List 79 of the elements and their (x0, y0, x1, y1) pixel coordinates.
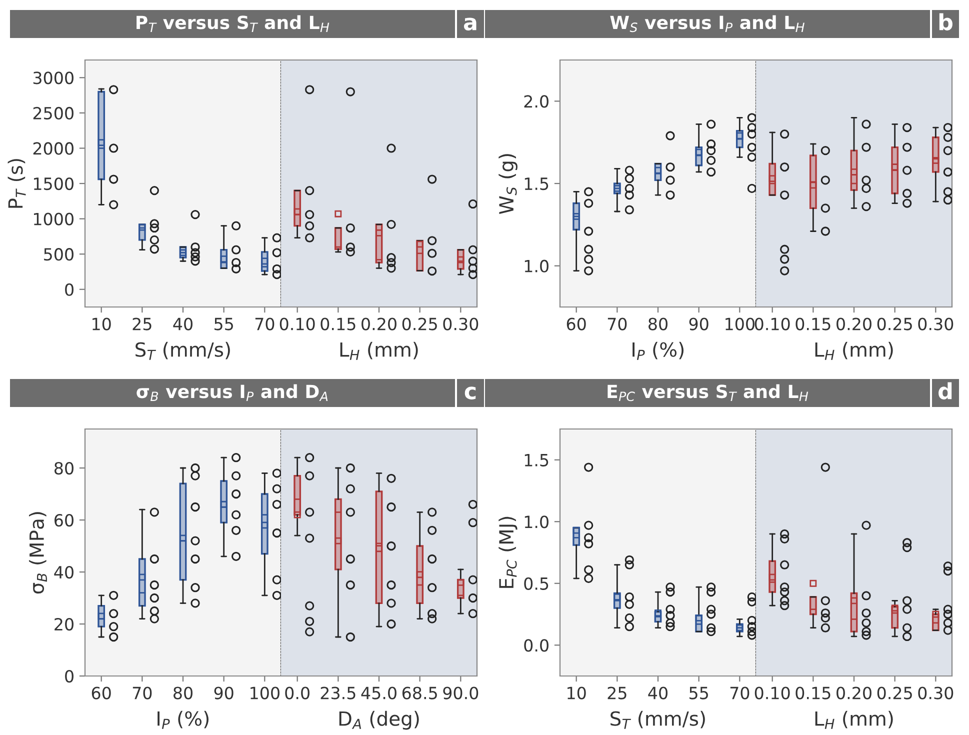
x-tick-label: 70 (730, 686, 750, 700)
y-tick-label: 60 (54, 514, 74, 527)
x-tick-label: 0.25 (877, 686, 912, 700)
y-tick-label: 0.5 (524, 577, 548, 590)
text: a (464, 18, 476, 30)
x-tick-label: 100 (726, 318, 754, 330)
x-tick-label: 55 (690, 686, 708, 700)
text: d (938, 382, 952, 400)
chart-title: E$_{PC}$ versus S$_{T}$ and L$_{H}$ (608, 384, 808, 402)
x-tick-label: 90 (689, 318, 708, 330)
x-tick-label: 80 (648, 318, 668, 330)
x-tick-label: 0.25 (402, 318, 437, 330)
x-axis-title: S$_{T}$ (mm/s) (610, 710, 705, 729)
x-tick-label: 10 (92, 318, 111, 330)
x-tick-label: 70 (608, 318, 627, 330)
y-tick-label: 2.0 (524, 95, 548, 108)
x-tick-label: 68.5 (402, 686, 437, 700)
chart-title: W$_{S}$ versus I$_{P}$ and L$_{H}$ (610, 15, 804, 32)
y-tick-label: 0 (65, 283, 74, 296)
y-tick-label: 1.0 (524, 260, 548, 272)
x-tick-label: 0.15 (320, 318, 356, 330)
x-axis-title: S$_{T}$ (mm/s) (136, 342, 230, 360)
y-tick-label: 0.0 (524, 639, 548, 652)
y-tick-label: 3000 (33, 72, 74, 84)
y-axis-title: σ$_{B}$ (MPa) (29, 512, 47, 594)
chart-title: P$_{T}$ versus S$_{T}$ and L$_{H}$ (136, 15, 330, 32)
x-tick-label: 0.25 (877, 318, 912, 330)
x-tick-label: 45.0 (361, 686, 396, 700)
y-tick-label: 2000 (33, 142, 74, 155)
y-tick-label: 1.5 (524, 454, 548, 466)
x-tick-label: 0.10 (754, 318, 790, 330)
y-tick-label: 1500 (34, 177, 74, 190)
x-tick-label: 0.10 (280, 318, 315, 330)
x-tick-label: 25 (132, 318, 152, 330)
x-tick-label: 0.20 (836, 686, 872, 700)
x-tick-label: 0.30 (918, 686, 954, 700)
x-tick-label: 0.0 (285, 686, 310, 700)
x-axis-title: I$_{P}$ (%) (158, 710, 208, 729)
x-tick-label: 0.10 (754, 686, 790, 700)
x-tick-label: 40 (173, 318, 192, 330)
text: b (939, 13, 952, 30)
y-tick-label: 40 (54, 566, 74, 579)
y-tick-label: 20 (54, 618, 74, 631)
x-tick-label: 90 (214, 686, 234, 700)
x-tick-label: 10 (568, 686, 586, 700)
x-axis-title: I$_{P}$ (%) (632, 342, 684, 360)
x-tick-label: 80 (174, 686, 192, 700)
y-tick-label: 0 (65, 670, 74, 683)
x-tick-label: 0.15 (796, 686, 830, 700)
y-tick-label: 80 (54, 462, 74, 475)
x-axis-title: L$_{H}$ (mm) (340, 342, 418, 360)
x-tick-label: 0.15 (796, 318, 830, 330)
y-tick-label: 500 (44, 248, 74, 261)
x-tick-label: 40 (648, 686, 668, 700)
x-tick-label: 55 (214, 318, 233, 330)
x-axis-title: L$_{H}$ (mm) (815, 342, 893, 360)
x-tick-label: 0.30 (443, 318, 478, 330)
x-tick-label: 23.5 (320, 686, 356, 700)
x-tick-label: 100 (250, 686, 280, 700)
chart-title: σ$_{B}$ versus I$_{P}$ and D$_{A}$ (136, 384, 328, 401)
y-axis-title: E$_{PC}$ (MJ) (498, 516, 518, 588)
y-axis-title: P$_{T}$ (s) (8, 159, 26, 208)
x-tick-label: 60 (92, 686, 111, 700)
x-tick-label: 0.30 (918, 318, 954, 330)
x-tick-label: 25 (608, 686, 626, 700)
y-tick-label: 2500 (33, 106, 74, 120)
x-tick-label: 60 (566, 318, 586, 330)
y-axis-title: W$_{S}$ (g) (498, 154, 518, 214)
x-tick-label: 90.0 (443, 686, 478, 700)
x-tick-label: 70 (132, 686, 152, 700)
x-axis-title: D$_{A}$ (deg) (339, 710, 419, 730)
y-tick-label: 1000 (34, 212, 74, 226)
y-tick-label: 1.5 (524, 178, 548, 190)
x-tick-label: 0.20 (362, 318, 396, 330)
y-tick-label: 1.0 (524, 516, 548, 528)
text: c (464, 386, 476, 400)
x-axis-title: L$_{H}$ (mm) (815, 710, 893, 729)
x-tick-label: 70 (255, 318, 274, 330)
x-tick-label: 0.20 (836, 318, 872, 330)
